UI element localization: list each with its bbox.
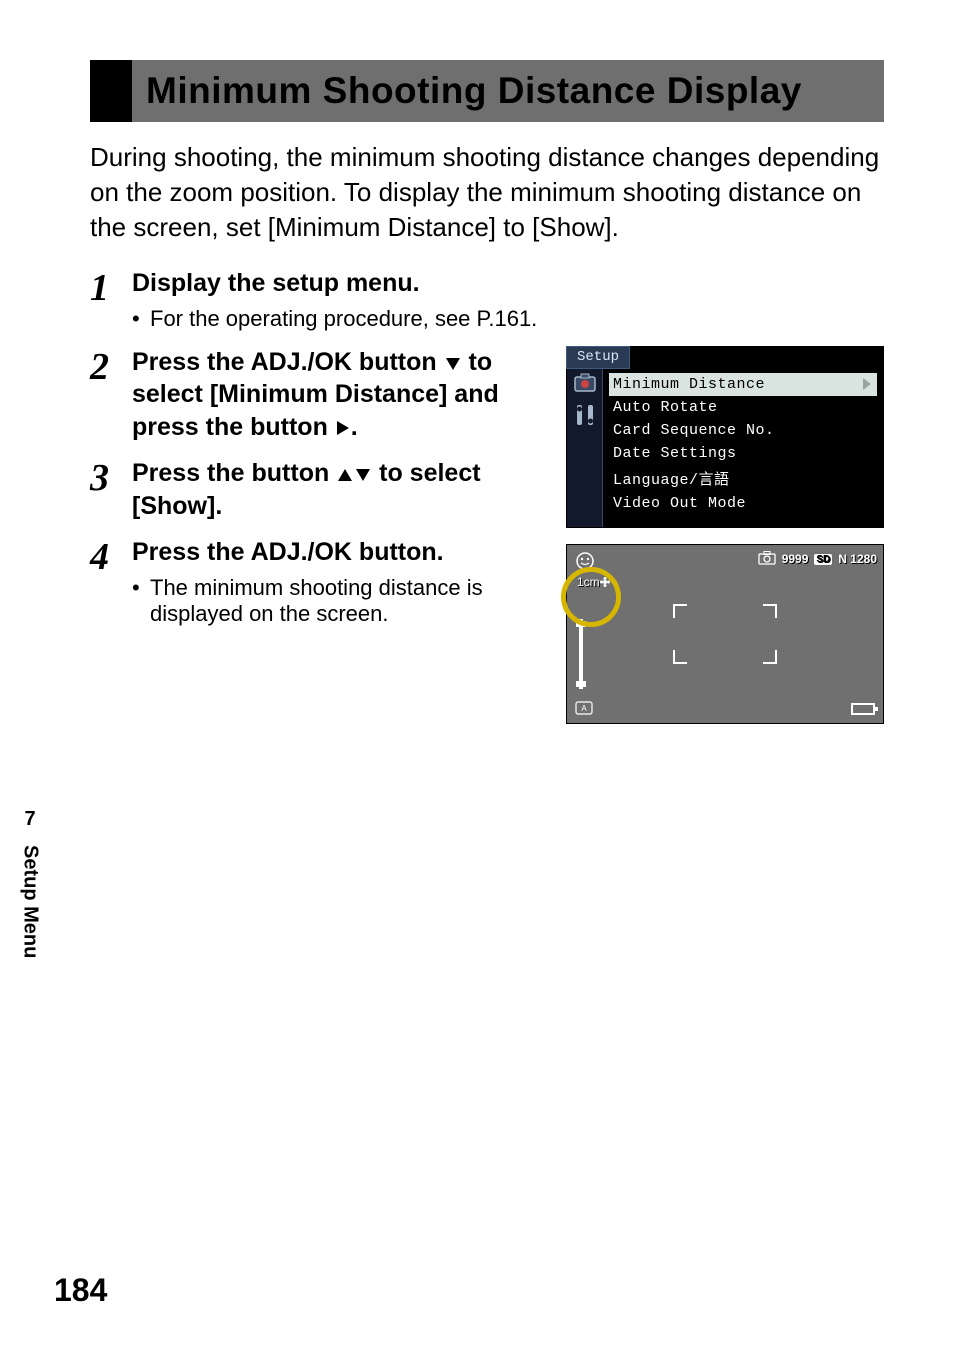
menu-item-minimum-distance[interactable]: Minimum Distance <box>609 373 877 396</box>
stabilizer-icon: A <box>575 701 593 715</box>
step-number: 3 <box>90 457 132 522</box>
chapter-number: 7 <box>24 808 35 831</box>
step-1: 1 Display the setup menu. For the operat… <box>90 267 884 332</box>
menu-item-video-out[interactable]: Video Out Mode <box>609 492 877 515</box>
svg-text:A: A <box>581 704 587 713</box>
down-triangle-icon <box>444 356 462 372</box>
steps-list: 1 Display the setup menu. For the operat… <box>90 267 884 724</box>
step-title: Press the ADJ./OK button. <box>132 536 548 569</box>
up-triangle-icon <box>336 467 354 483</box>
step-3: 3 Press the button to select [Show]. <box>90 457 548 522</box>
setup-menu-screenshot: Setup Minimum Distance Auto Rotate Card … <box>566 346 884 528</box>
menu-item-date-settings[interactable]: Date Settings <box>609 442 877 465</box>
step-subtext: The minimum shooting distance is display… <box>132 575 548 627</box>
camera-mode-icon <box>758 551 776 568</box>
page-number: 184 <box>54 1272 107 1309</box>
step-title: Press the button to select [Show]. <box>132 457 548 522</box>
step-text: Press the ADJ./OK button <box>132 348 444 376</box>
page-sidebar: 7 Setup Menu <box>0 808 60 958</box>
right-triangle-icon <box>335 419 351 437</box>
section-title-bar: Minimum Shooting Distance Display <box>90 60 884 122</box>
setup-tab-label: Setup <box>566 346 630 369</box>
image-quality: N 1280 <box>838 552 877 566</box>
chapter-label: Setup Menu <box>19 845 42 958</box>
intro-paragraph: During shooting, the minimum shooting di… <box>90 140 884 245</box>
step-number: 4 <box>90 536 132 627</box>
camera-tab-icon <box>573 373 597 393</box>
step-number: 2 <box>90 346 132 444</box>
menu-item-language[interactable]: Language/言語 <box>609 465 877 492</box>
manual-page: Minimum Shooting Distance Display During… <box>0 0 954 1345</box>
preview-top-right: 9999 SD N 1280 <box>758 551 877 568</box>
down-triangle-icon <box>354 467 372 483</box>
battery-icon <box>851 703 875 715</box>
wrench-tab-icon <box>573 403 597 427</box>
step-2: 2 Press the ADJ./OK button to select [Mi… <box>90 346 548 444</box>
menu-item-auto-rotate[interactable]: Auto Rotate <box>609 396 877 419</box>
live-preview-screenshot: 1cm A 9999 SD N 1280 <box>566 544 884 724</box>
zoom-bar-icon <box>579 619 583 689</box>
step-title: Press the ADJ./OK button to select [Mini… <box>132 346 548 444</box>
step-title: Display the setup menu. <box>132 267 884 300</box>
shots-remaining: 9999 <box>782 552 809 566</box>
screenshots-column: Setup Minimum Distance Auto Rotate Card … <box>566 346 884 724</box>
focus-brackets-icon <box>645 594 805 674</box>
section-title: Minimum Shooting Distance Display <box>132 60 884 122</box>
step-4: 4 Press the ADJ./OK button. The minimum … <box>90 536 548 627</box>
title-black-box <box>90 60 132 122</box>
step-text: . <box>351 413 358 441</box>
step-text: Press the button <box>132 459 336 487</box>
step-subtext: For the operating procedure, see P.161. <box>132 306 884 332</box>
menu-side-icons <box>567 369 603 527</box>
step-number: 1 <box>90 267 132 332</box>
sd-indicator: SD <box>814 554 832 565</box>
menu-list: Minimum Distance Auto Rotate Card Sequen… <box>603 369 883 527</box>
menu-item-card-sequence[interactable]: Card Sequence No. <box>609 419 877 442</box>
highlight-circle-icon <box>561 567 621 627</box>
